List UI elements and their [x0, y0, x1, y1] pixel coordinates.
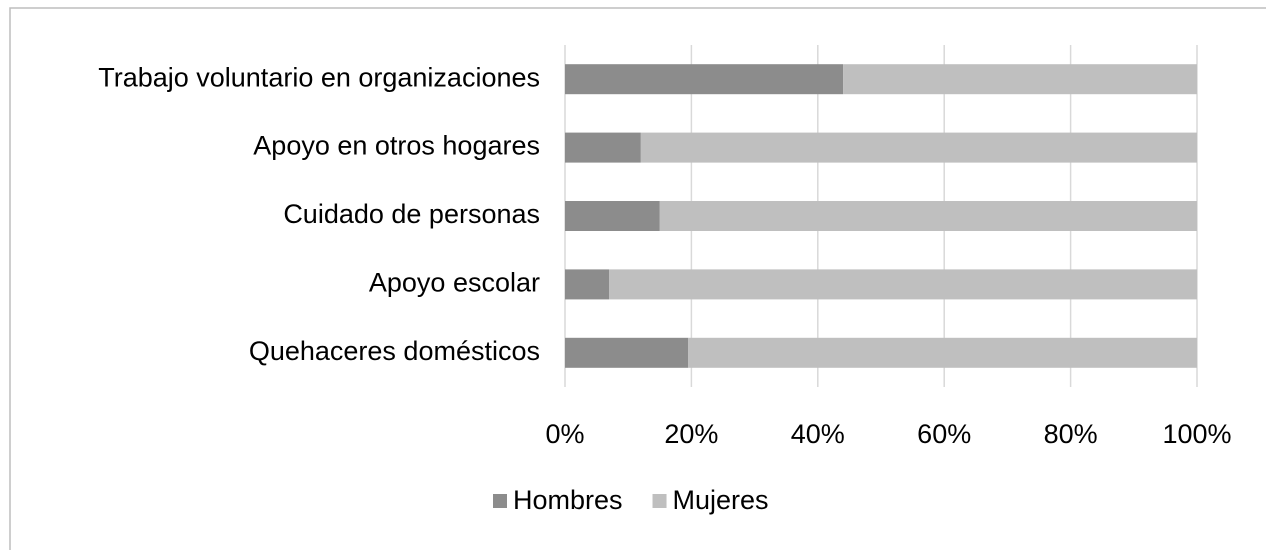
y-tick-label: Apoyo en otros hogares — [253, 131, 540, 161]
x-tick-label: 0% — [545, 419, 584, 449]
bar — [843, 64, 1197, 95]
y-tick-label: Apoyo escolar — [369, 268, 540, 298]
x-tick-label: 80% — [1044, 419, 1098, 449]
x-tick-label: 40% — [791, 419, 845, 449]
bar — [565, 64, 844, 95]
legend-label: Mujeres — [673, 485, 769, 515]
bar — [659, 201, 1197, 231]
bar — [565, 132, 641, 163]
y-tick-label: Trabajo voluntario en organizaciones — [98, 62, 540, 92]
bar — [565, 201, 660, 231]
x-tick-label: 60% — [917, 419, 971, 449]
bar — [688, 337, 1197, 368]
bar — [640, 132, 1197, 163]
legend-swatch — [493, 494, 507, 508]
x-tick-label: 20% — [664, 419, 718, 449]
legend-label: Hombres — [513, 485, 623, 515]
x-tick-label: 100% — [1162, 419, 1231, 449]
y-tick-label: Quehaceres domésticos — [249, 336, 540, 366]
legend-swatch — [652, 494, 667, 508]
bar — [609, 269, 1197, 300]
bar — [565, 337, 689, 368]
bar — [565, 269, 610, 300]
y-tick-label: Cuidado de personas — [283, 199, 540, 229]
